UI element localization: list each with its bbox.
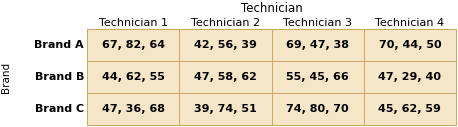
Text: 44, 62, 55: 44, 62, 55	[102, 72, 164, 82]
Text: Technician 3: Technician 3	[283, 18, 352, 28]
Text: 55, 45, 66: 55, 45, 66	[286, 72, 349, 82]
Text: Brand: Brand	[1, 61, 11, 93]
Text: Technician 2: Technician 2	[191, 18, 260, 28]
Bar	[272, 29, 364, 61]
Bar	[87, 29, 179, 61]
Text: 45, 62, 59: 45, 62, 59	[378, 104, 442, 114]
Bar	[179, 29, 272, 61]
Text: Technician 1: Technician 1	[98, 18, 168, 28]
Text: Technician: Technician	[240, 3, 302, 15]
Bar	[364, 61, 456, 93]
Bar	[87, 61, 179, 93]
Bar	[364, 93, 456, 125]
Text: 39, 74, 51: 39, 74, 51	[194, 104, 257, 114]
Text: 67, 82, 64: 67, 82, 64	[102, 40, 165, 50]
Text: Technician 4: Technician 4	[375, 18, 444, 28]
Text: Brand A: Brand A	[34, 40, 84, 50]
Text: Brand C: Brand C	[35, 104, 84, 114]
Text: 69, 47, 38: 69, 47, 38	[286, 40, 349, 50]
Text: 47, 36, 68: 47, 36, 68	[102, 104, 164, 114]
Text: 70, 44, 50: 70, 44, 50	[379, 40, 441, 50]
Bar	[364, 29, 456, 61]
Text: 42, 56, 39: 42, 56, 39	[194, 40, 257, 50]
Bar	[179, 93, 272, 125]
Text: 47, 58, 62: 47, 58, 62	[194, 72, 257, 82]
Text: 47, 29, 40: 47, 29, 40	[378, 72, 442, 82]
Bar	[179, 61, 272, 93]
Text: Brand B: Brand B	[35, 72, 84, 82]
Text: 74, 80, 70: 74, 80, 70	[286, 104, 349, 114]
Bar	[272, 93, 364, 125]
Bar	[272, 61, 364, 93]
Bar	[87, 93, 179, 125]
